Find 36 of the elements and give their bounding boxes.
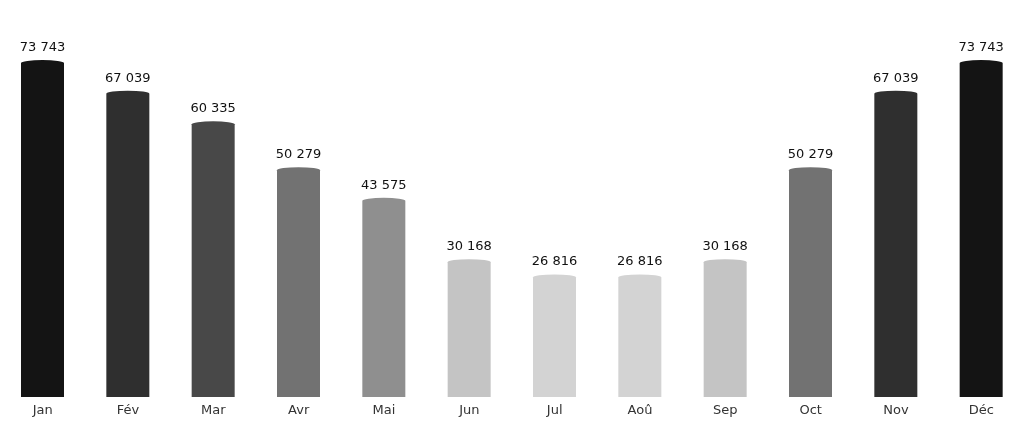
data-label: 26 816 [617,253,663,269]
x-tick-label: Jul [545,402,563,418]
data-label: 50 279 [787,146,834,162]
bar [106,90,150,397]
data-label: 26 816 [531,253,578,269]
data-label: 30 168 [446,238,492,254]
x-tick-label: Jun [458,402,480,418]
bar [191,121,235,397]
data-label: 73 743 [19,39,66,54]
x-tick-label: Avr [288,402,310,418]
x-tick-label: Fév [116,402,140,418]
x-tick-label: Mai [372,402,396,418]
x-tick-label: Déc [968,402,994,418]
bar [789,167,832,397]
bar [447,259,491,397]
data-label: 60 335 [190,100,236,116]
data-label: 50 279 [275,146,322,162]
data-label: 73 743 [958,39,1004,54]
bar [874,90,918,397]
x-tick-label: Oct [799,402,822,418]
x-tick-label: Sep [713,402,738,418]
data-label: 67 039 [105,69,151,85]
x-tick-label: Nov [883,402,909,418]
bar [533,274,576,397]
bar [618,274,662,397]
x-tick-label: Mar [201,402,227,418]
bar [362,197,406,397]
bar [959,60,1003,397]
x-tick-label: Jan [31,402,53,418]
data-label: 43 575 [361,176,407,192]
x-tick-label: Aoû [627,402,653,418]
bar [21,60,64,397]
data-label: 67 039 [873,69,919,85]
data-label: 30 168 [702,238,748,254]
bar [703,259,747,397]
bar [277,167,320,397]
